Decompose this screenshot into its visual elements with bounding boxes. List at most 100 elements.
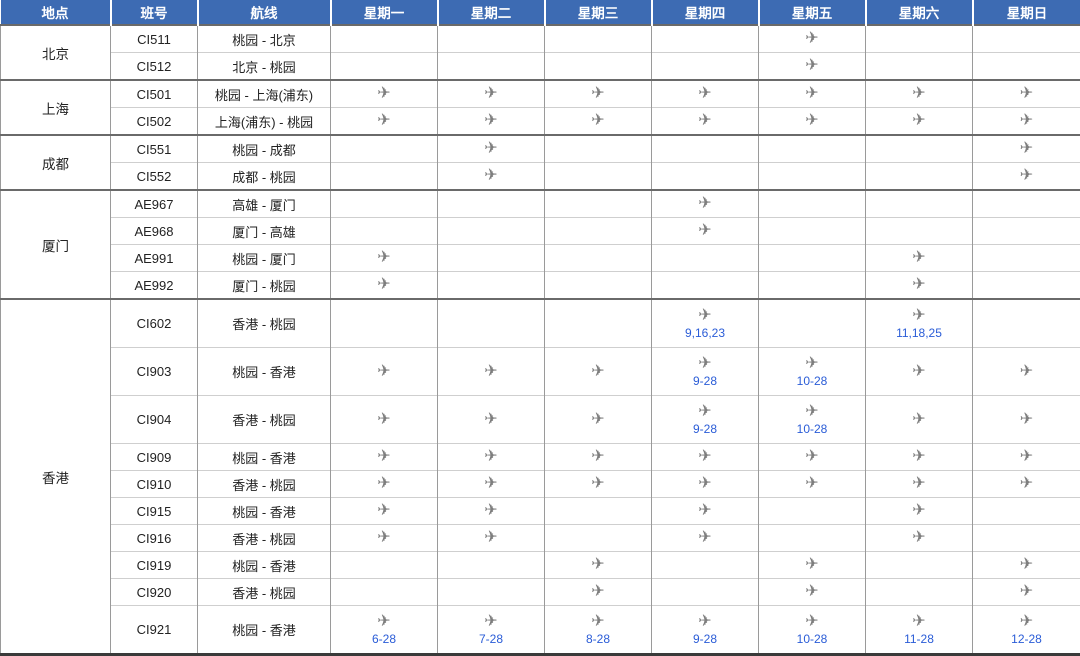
airplane-icon: ✈ [698,502,711,520]
airplane-icon: ✈ [698,307,711,325]
airplane-icon: ✈ [484,85,497,103]
day-cell [866,53,973,81]
column-header: 星期一 [331,0,438,25]
airplane-icon: ✈ [912,502,925,520]
airplane-icon: ✈ [698,195,711,213]
flight-number-cell: AE967 [111,190,198,218]
airplane-icon: ✈ [912,411,925,429]
flight-number-cell: CI910 [111,471,198,498]
airplane-icon: ✈ [805,583,818,601]
airplane-icon: ✈ [1020,556,1033,574]
day-cell [331,552,438,579]
day-cell [652,163,759,191]
airplane-icon: ✈ [912,85,925,103]
airplane-icon: ✈ [912,448,925,466]
day-cell: ✈ [438,471,545,498]
day-cell [438,299,545,348]
day-cell: ✈ [331,396,438,444]
day-cell [331,53,438,81]
day-cell: ✈9-28 [652,396,759,444]
route-cell: 香港 - 桃园 [198,579,331,606]
flight-number-cell: CI552 [111,163,198,191]
flight-number-cell: CI909 [111,444,198,471]
airplane-icon: ✈ [1020,112,1033,130]
airplane-icon: ✈ [805,403,818,421]
day-cell [545,218,652,245]
day-cell: ✈ [331,525,438,552]
day-cell: ✈ [652,108,759,136]
location-cell: 北京 [1,25,111,80]
day-cell: ✈ [545,552,652,579]
airplane-icon: ✈ [805,475,818,493]
day-cell: ✈ [438,135,545,163]
route-cell: 厦门 - 高雄 [198,218,331,245]
day-cell [652,25,759,53]
airplane-icon: ✈ [698,85,711,103]
airplane-icon: ✈ [1020,140,1033,158]
airplane-icon: ✈ [484,529,497,547]
flight-number-cell: CI511 [111,25,198,53]
day-cell: ✈ [545,444,652,471]
day-cell: ✈ [973,135,1080,163]
day-cell [545,299,652,348]
flight-number-cell: CI512 [111,53,198,81]
airplane-icon: ✈ [1020,448,1033,466]
day-cell [866,135,973,163]
day-cell [331,163,438,191]
airplane-icon: ✈ [805,30,818,48]
airplane-icon: ✈ [591,448,604,466]
airplane-icon: ✈ [912,276,925,294]
day-cell [866,579,973,606]
day-cell: ✈ [331,272,438,300]
flight-number-cell: CI602 [111,299,198,348]
flight-number-cell: CI501 [111,80,198,108]
day-cell: ✈ [438,525,545,552]
day-cell: ✈ [438,80,545,108]
airplane-icon: ✈ [484,411,497,429]
flight-date-note: 9,16,23 [685,326,725,340]
column-header: 星期四 [652,0,759,25]
day-cell [759,272,866,300]
flight-date-note: 8-28 [586,632,610,646]
airplane-icon: ✈ [698,355,711,373]
route-cell: 香港 - 桃园 [198,299,331,348]
flight-number-cell: CI921 [111,606,198,655]
day-cell: ✈ [652,80,759,108]
flight-number-cell: AE968 [111,218,198,245]
airplane-icon: ✈ [377,475,390,493]
day-cell: ✈7-28 [438,606,545,655]
day-cell [438,552,545,579]
day-cell: ✈ [973,552,1080,579]
day-cell [759,218,866,245]
day-cell: ✈ [759,53,866,81]
day-cell [652,245,759,272]
flight-number-cell: CI919 [111,552,198,579]
day-cell: ✈ [973,444,1080,471]
day-cell [973,525,1080,552]
day-cell: ✈ [438,396,545,444]
day-cell [759,245,866,272]
day-cell: ✈ [652,218,759,245]
flight-date-note: 10-28 [797,422,828,436]
day-cell: ✈10-28 [759,396,866,444]
airplane-icon: ✈ [591,583,604,601]
day-cell [973,498,1080,525]
day-cell [331,190,438,218]
route-cell: 桃园 - 成都 [198,135,331,163]
airplane-icon: ✈ [698,613,711,631]
flight-date-note: 12-28 [1011,632,1042,646]
airplane-icon: ✈ [591,112,604,130]
day-cell: ✈ [866,348,973,396]
airplane-icon: ✈ [805,355,818,373]
location-cell: 香港 [1,299,111,655]
